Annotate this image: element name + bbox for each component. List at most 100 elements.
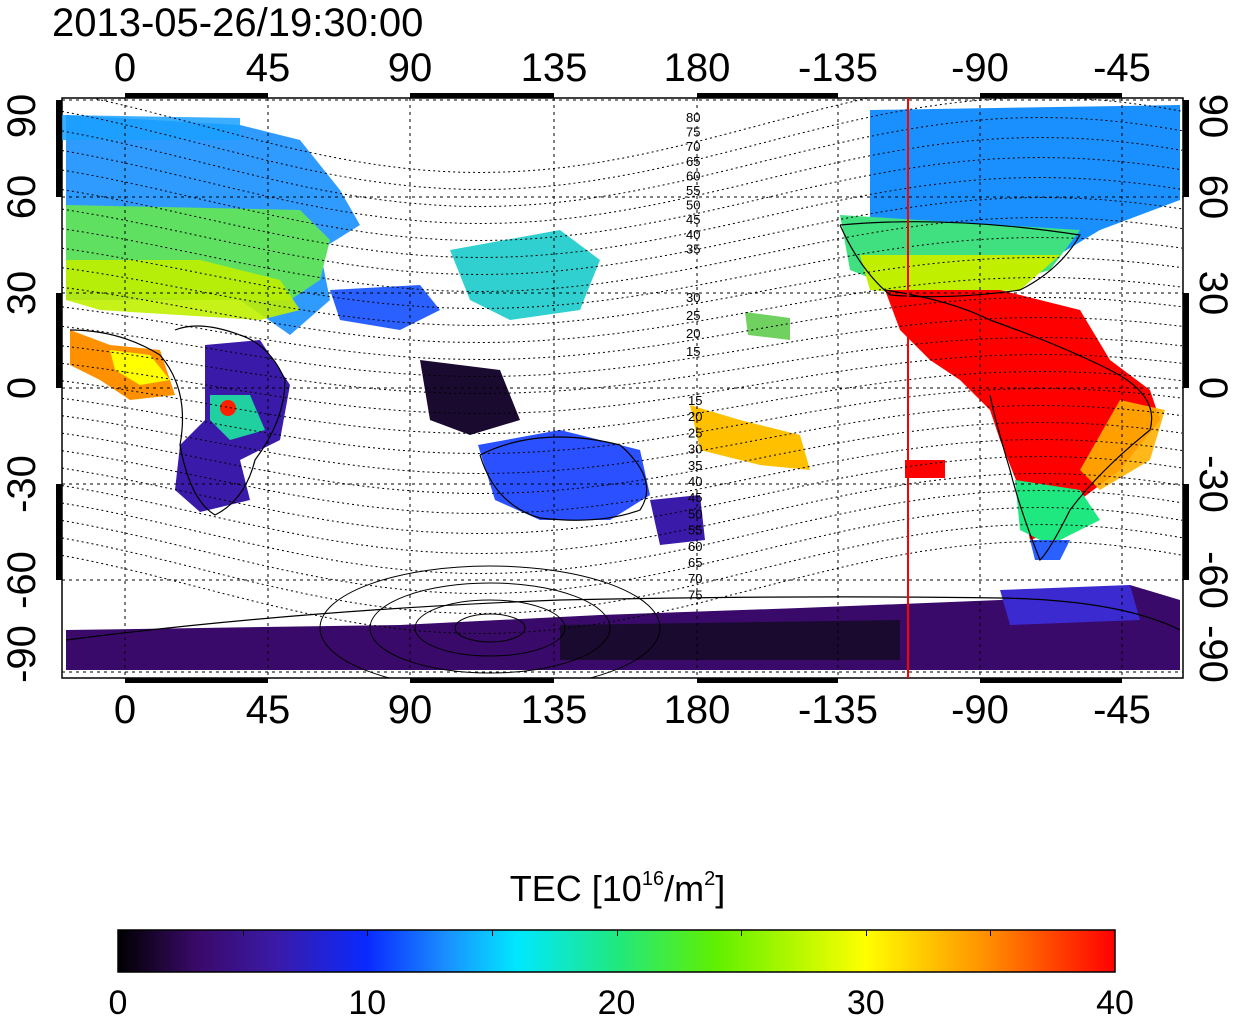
- edge-tick-bar: [1183, 100, 1189, 197]
- contour-label-north: 60: [686, 168, 700, 183]
- grid-lines: [62, 98, 1183, 678]
- tec-region-arctic-europe: [62, 115, 240, 140]
- contour-labels: 8075706560555045403530252015152025303540…: [686, 110, 702, 602]
- contour-label-south: 60: [688, 539, 702, 554]
- magnetic-contour-line: [62, 176, 1183, 259]
- contour-label-north: 20: [686, 326, 700, 341]
- magnetic-contour-line: [62, 438, 1183, 515]
- latitude-tick-label-right: 90: [1191, 93, 1235, 139]
- edge-tick-bar: [1183, 293, 1189, 388]
- longitude-tick-label-top: 0: [113, 46, 137, 90]
- colorbar-title: TEC [1016/m2]: [509, 868, 726, 909]
- longitude-tick-label-bottom: 0: [113, 688, 137, 732]
- magnetic-contour-line: [62, 156, 1183, 242]
- contour-label-south: 35: [688, 458, 702, 473]
- magnetic-contour-line: [62, 136, 1183, 225]
- edge-tick-bar: [980, 678, 1122, 683]
- longitude-tick-label-top: 90: [387, 46, 433, 90]
- magnetic-pole-contour: [414, 599, 566, 657]
- latitude-tick-label-left: 30: [0, 270, 44, 316]
- magnetic-contour-line: [62, 316, 1183, 378]
- contour-label-south: 15: [688, 393, 702, 408]
- colorbar-minor-tick: [865, 930, 867, 936]
- contour-label-north: 75: [686, 125, 700, 140]
- magnetic-contour-line: [62, 370, 1183, 435]
- longitude-tick-label-top: -90: [951, 46, 1009, 90]
- colorbar-tick-label: 30: [846, 984, 885, 1022]
- tec-region-south-asia: [330, 285, 440, 330]
- latitude-tick-label-right: -90: [1191, 625, 1235, 683]
- tec-region-southeast-asia: [420, 360, 520, 435]
- magnetic-contour-line: [62, 472, 1183, 555]
- contour-label-north: 30: [686, 290, 700, 305]
- edge-tick-bar: [697, 93, 838, 98]
- map-timestamp-title: 2013-05-26/19:30:00: [52, 1, 424, 45]
- tec-region-usa-south: [860, 255, 1060, 295]
- tec-region-brazil-coast: [1080, 400, 1165, 490]
- tec-region-east-asia: [450, 230, 600, 320]
- contour-label-south: 45: [688, 490, 702, 505]
- latitude-tick-label-right: -30: [1191, 455, 1235, 513]
- longitude-tick-label-bottom: 135: [520, 688, 588, 732]
- magnetic-contour-line: [62, 216, 1183, 293]
- edge-tick-bar: [410, 678, 554, 683]
- contour-label-north: 15: [686, 344, 700, 359]
- contour-label-south: 70: [688, 571, 702, 586]
- contour-label-south: 65: [688, 555, 702, 570]
- colorbar-tick-label: 40: [1096, 984, 1134, 1022]
- latitude-tick-label-left: 0: [0, 376, 44, 400]
- magnetic-pole-contour: [369, 582, 611, 674]
- longitude-tick-label-bottom: 90: [387, 688, 433, 732]
- colorbar-tick-label: 0: [108, 984, 128, 1022]
- magnetic-contour-line: [62, 116, 1183, 208]
- edge-tick-bar: [1183, 484, 1189, 580]
- tec-spot-africa: [220, 400, 236, 416]
- latitude-tick-label-right: 60: [1191, 174, 1235, 220]
- contour-label-south: 25: [688, 425, 702, 440]
- latitude-tick-label-right: 30: [1191, 270, 1235, 316]
- edge-ticks: [56, 93, 1189, 683]
- contour-label-north: 45: [686, 212, 700, 227]
- edge-tick-bar: [56, 484, 62, 580]
- contour-label-north: 40: [686, 227, 700, 242]
- longitude-tick-label-bottom: -45: [1093, 688, 1151, 732]
- magnetic-contour-line: [62, 196, 1183, 276]
- magnetic-contour-line: [62, 98, 1183, 191]
- latitude-tick-label-left: 90: [0, 93, 44, 139]
- longitude-tick-label-top: 135: [520, 46, 588, 90]
- magnetic-contours: [62, 98, 1183, 678]
- magnetic-contour-line: [62, 489, 1183, 575]
- tec-region-antarctic-peninsula: [1000, 585, 1140, 625]
- magnetic-contour-line: [62, 455, 1183, 535]
- tec-region-patagonia: [1030, 540, 1070, 560]
- latitude-tick-label-left: 60: [0, 174, 44, 220]
- edge-tick-bar: [410, 93, 554, 98]
- colorbar-minor-tick: [741, 930, 743, 936]
- colorbar: [117, 929, 1116, 973]
- magnetic-contour-line: [62, 404, 1183, 475]
- longitude-tick-label-top: -135: [797, 46, 879, 90]
- edge-tick-bar: [980, 93, 1122, 98]
- longitude-tick-label-top: -45: [1093, 46, 1151, 90]
- colorbar-minor-tick: [242, 930, 244, 936]
- tec-region-australia: [478, 430, 650, 520]
- contour-label-north: 55: [686, 183, 700, 198]
- tec-region-antarctica-core: [560, 620, 900, 660]
- contour-label-south: 40: [688, 474, 702, 489]
- contour-label-south: 20: [688, 409, 702, 424]
- colorbar-minor-tick: [990, 930, 992, 936]
- magnetic-contour-line: [62, 523, 1183, 615]
- colorbar-minor-tick: [616, 930, 618, 936]
- magnetic-contour-line: [62, 236, 1183, 310]
- magnetic-contour-line: [62, 421, 1183, 495]
- longitude-tick-label-bottom: 180: [663, 688, 731, 732]
- colorbar-tick-label: 20: [597, 984, 636, 1022]
- latitude-tick-label-left: -30: [0, 455, 44, 513]
- magnetic-pole-contour: [319, 565, 661, 678]
- contour-label-north: 70: [686, 139, 700, 154]
- edge-tick-bar: [125, 678, 268, 683]
- edge-tick-bar: [697, 678, 838, 683]
- magnetic-contour-line: [62, 353, 1183, 415]
- edge-tick-bar: [56, 293, 62, 388]
